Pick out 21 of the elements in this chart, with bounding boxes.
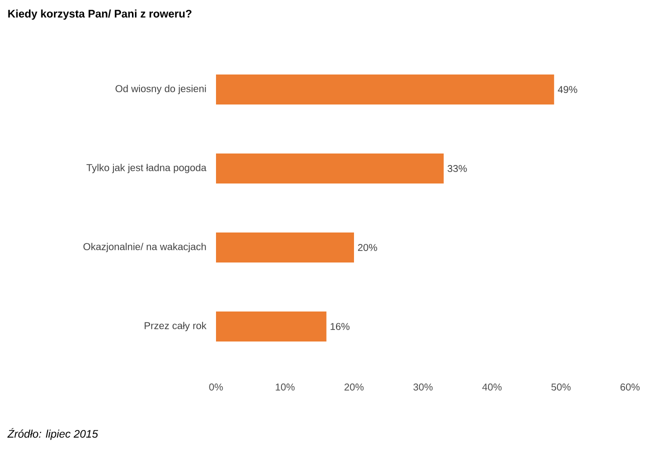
x-tick-label: 50% [551,384,571,391]
x-tick-label: 40% [482,384,502,391]
text: Kiedy korzysta Pan/ Pani z roweru? [8,10,192,20]
bar [216,232,354,263]
data-label: 16% [330,322,350,330]
data-label: 33% [448,164,467,172]
data-label: 49% [558,86,578,94]
bar [216,74,554,105]
x-tick-label: 30% [413,384,433,391]
data-label: 20% [358,244,378,252]
x-tick-label: 0% [209,384,223,391]
text: Źródło: lipiec 2015 [7,428,98,440]
y-tick-label: Okazjonalnie/ na wakacjach [83,242,206,252]
x-tick-label: 20% [344,384,364,391]
bar [216,154,444,184]
x-tick-label: 60% [620,384,640,391]
bar [216,312,326,342]
y-tick-label: Od wiosny do jesieni [116,84,206,94]
y-tick-label: Tylko jak jest ładna pogoda [86,164,206,174]
y-tick-label: Przez cały rok [144,322,206,332]
x-tick-label: 10% [276,384,295,391]
